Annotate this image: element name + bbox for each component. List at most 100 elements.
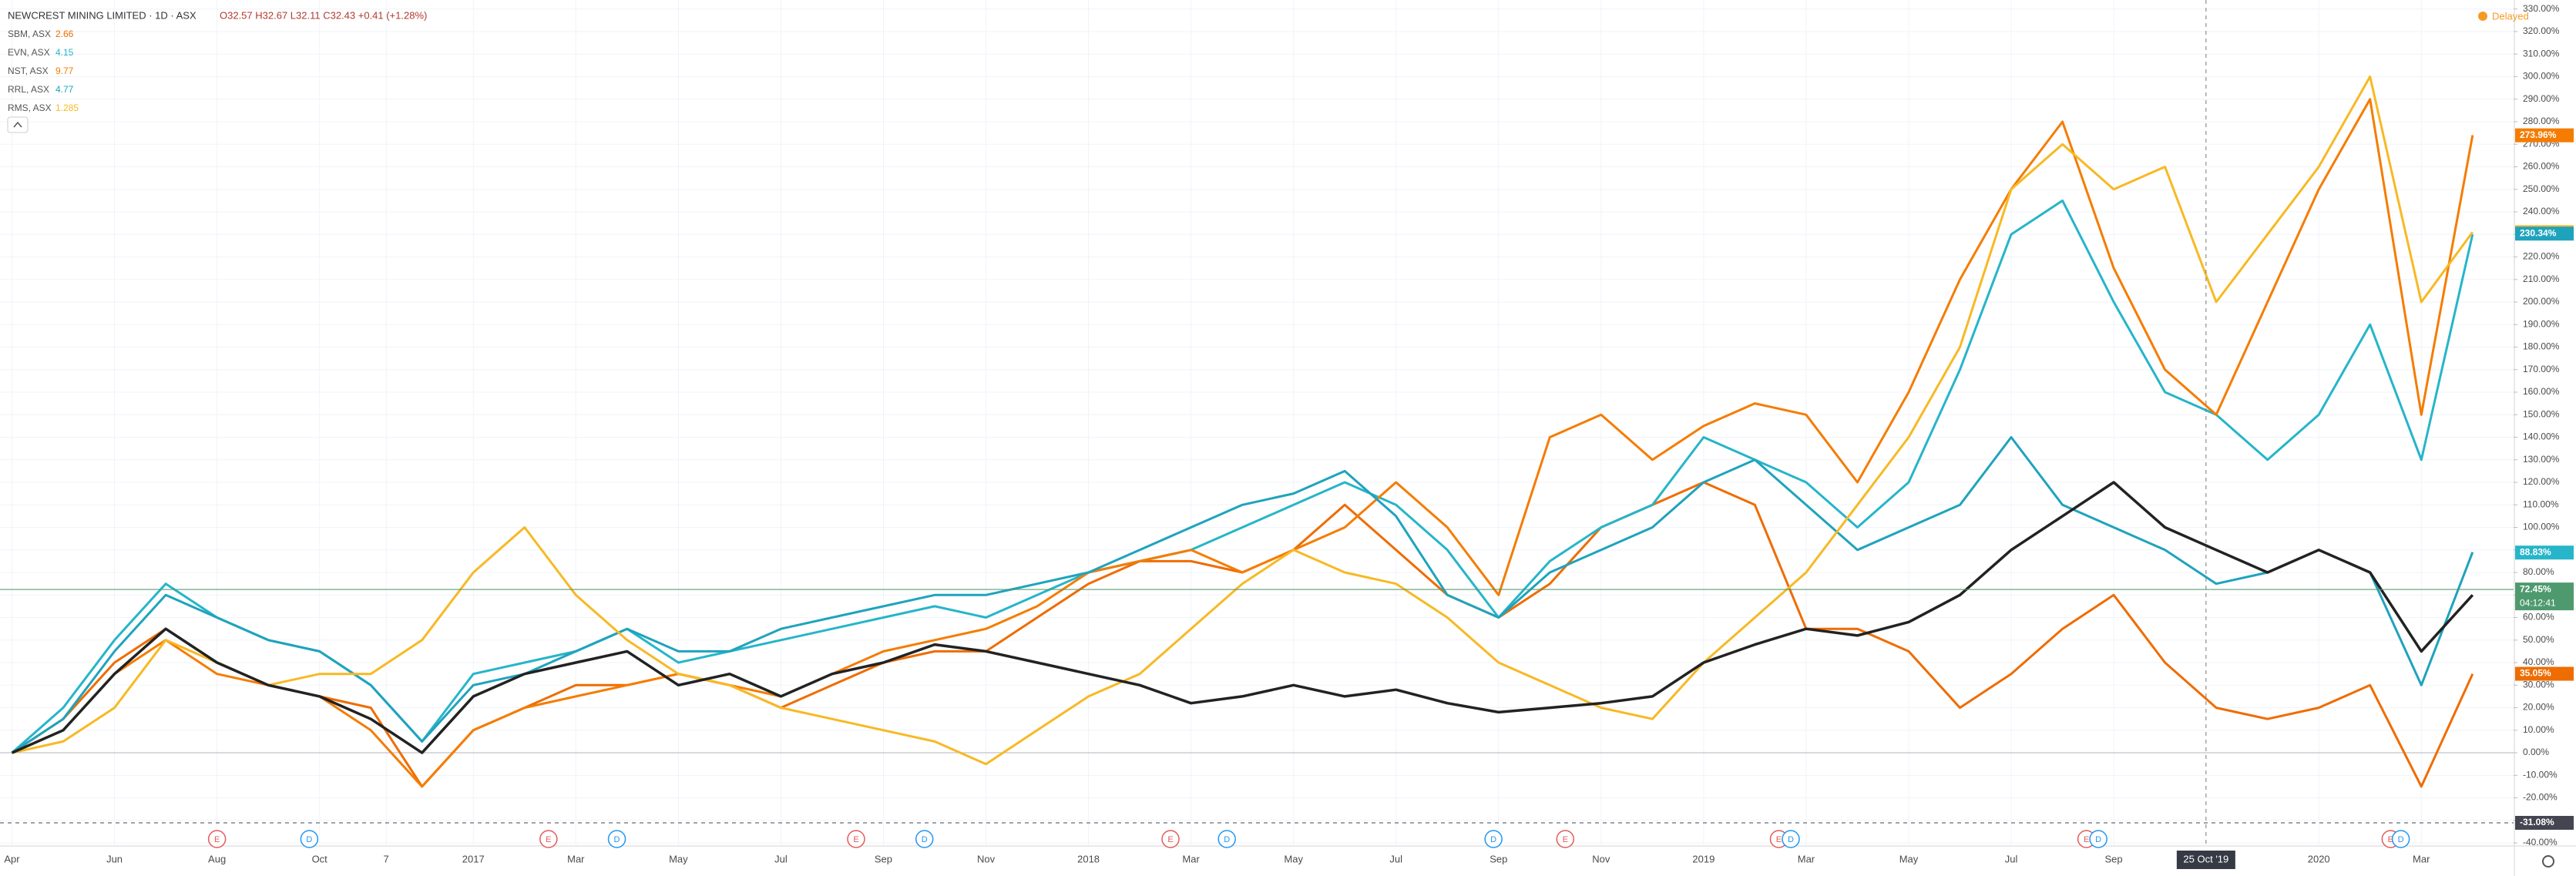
price-badge — [2515, 227, 2574, 241]
legend-name: NST, ASX — [8, 65, 49, 76]
event-label: E — [1776, 835, 1782, 844]
event-label: D — [2095, 835, 2101, 844]
event-label: D — [614, 835, 620, 844]
series-line — [11, 98, 2474, 788]
legend-name: EVN, ASX — [8, 47, 50, 58]
x-tick-label: Sep — [2105, 853, 2123, 864]
y-tick-label: 200.00% — [2523, 296, 2560, 307]
legend-name: RMS, ASX — [8, 102, 52, 113]
grid — [0, 0, 2514, 845]
x-tick-label: Jul — [2005, 853, 2018, 864]
y-tick-label: 190.00% — [2523, 318, 2560, 329]
event-label: E — [546, 835, 551, 844]
chart-title: NEWCREST MINING LIMITED · 1D · ASX — [8, 9, 196, 21]
x-tick-label: Nov — [1592, 853, 1610, 864]
collapse-icon — [13, 121, 22, 128]
event-label: E — [1563, 835, 1568, 844]
y-tick-label: 220.00% — [2523, 251, 2560, 262]
y-tick-label: 140.00% — [2523, 431, 2560, 442]
y-tick-label: 280.00% — [2523, 116, 2560, 126]
series-line — [11, 481, 2474, 754]
y-tick-label: 60.00% — [2523, 612, 2554, 623]
y-tick-label: -20.00% — [2523, 792, 2558, 803]
plot — [0, 76, 2514, 824]
legend-name: SBM, ASX — [8, 29, 51, 39]
y-tick-label: 250.00% — [2523, 183, 2560, 194]
x-tick-label: 2017 — [462, 853, 485, 864]
status-label: Delayed — [2492, 10, 2529, 22]
price-badge — [2515, 666, 2574, 681]
event-label: E — [2388, 835, 2393, 844]
legend-value: 1.285 — [55, 102, 79, 113]
x-tick-label: Oct — [312, 853, 328, 864]
y-tick-label: 80.00% — [2523, 566, 2554, 577]
x-tick-label: Jun — [106, 853, 123, 864]
y-tick-label: 260.00% — [2523, 161, 2560, 172]
event-label: E — [2084, 835, 2089, 844]
price-badge-label: 88.83% — [2520, 546, 2551, 557]
price-badge — [2515, 582, 2574, 611]
x-tick-label: Jul — [774, 853, 788, 864]
series-line — [11, 436, 2474, 754]
x-tick-label: Mar — [567, 853, 585, 864]
legend-value: 9.77 — [55, 65, 74, 76]
settings-icon[interactable] — [2542, 855, 2554, 868]
price-badge-label: -31.08% — [2520, 817, 2554, 827]
x-tick-label: May — [669, 853, 688, 864]
y-tick-label: 50.00% — [2523, 634, 2554, 645]
x-tick-label: 2020 — [2308, 853, 2330, 864]
y-tick-label: 330.00% — [2523, 3, 2560, 14]
y-tick-label: 210.00% — [2523, 274, 2560, 284]
event-marker — [300, 830, 319, 848]
overlay: -40.00%-30.00%-20.00%-10.00%0.00%10.00%2… — [4, 0, 2574, 869]
event-label: D — [1490, 835, 1496, 844]
legend-value: 4.77 — [55, 84, 74, 95]
crosshair-label: 25 Oct '19 — [2183, 853, 2228, 864]
price-badge — [2515, 545, 2574, 560]
x-tick-label: Aug — [208, 853, 226, 864]
y-tick-label: 170.00% — [2523, 364, 2560, 374]
series-line — [12, 76, 2474, 766]
y-tick-label: 240.00% — [2523, 206, 2560, 216]
price-badge — [2515, 128, 2574, 143]
event-label: D — [2398, 835, 2404, 844]
y-tick-label: 180.00% — [2523, 341, 2560, 352]
status-icon — [2478, 12, 2487, 21]
legend-name: RRL, ASX — [8, 84, 49, 95]
event-marker — [1217, 830, 1236, 848]
y-tick-label: -10.00% — [2523, 769, 2558, 780]
y-tick-label: 290.00% — [2523, 93, 2560, 104]
y-tick-label: 0.00% — [2523, 747, 2549, 757]
x-tick-label: May — [1899, 853, 1919, 864]
x-tick-label: 7 — [384, 853, 389, 864]
event-marker — [2089, 830, 2107, 848]
x-tick-label: Sep — [875, 853, 892, 864]
event-label: D — [306, 835, 312, 844]
price-badge-label: 230.34% — [2520, 227, 2557, 238]
event-marker — [1782, 830, 1800, 848]
y-tick-label: 30.00% — [2523, 679, 2554, 690]
y-tick-label: 310.00% — [2523, 48, 2560, 59]
price-badge-countdown: 04:12:41 — [2520, 597, 2556, 608]
collapse-button[interactable] — [7, 116, 29, 133]
x-tick-label: 2019 — [1692, 853, 1715, 864]
x-tick-label: Apr — [4, 853, 20, 864]
y-tick-label: 300.00% — [2523, 71, 2560, 82]
price-badge-label: 72.45% — [2520, 583, 2551, 594]
x-tick-label: May — [1284, 853, 1303, 864]
event-label: E — [214, 835, 220, 844]
x-tick-label: Mar — [2413, 853, 2430, 864]
event-marker — [1161, 830, 1180, 848]
event-label: E — [1167, 835, 1173, 844]
y-tick-label: 150.00% — [2523, 408, 2560, 419]
y-tick-label: 120.00% — [2523, 476, 2560, 487]
x-tick-label: Sep — [1490, 853, 1507, 864]
event-marker — [2391, 830, 2410, 848]
y-tick-label: 40.00% — [2523, 656, 2554, 667]
event-marker — [607, 830, 626, 848]
legend-value: 4.15 — [55, 47, 74, 58]
event-label: D — [922, 835, 928, 844]
crosshair-box — [2176, 851, 2235, 869]
